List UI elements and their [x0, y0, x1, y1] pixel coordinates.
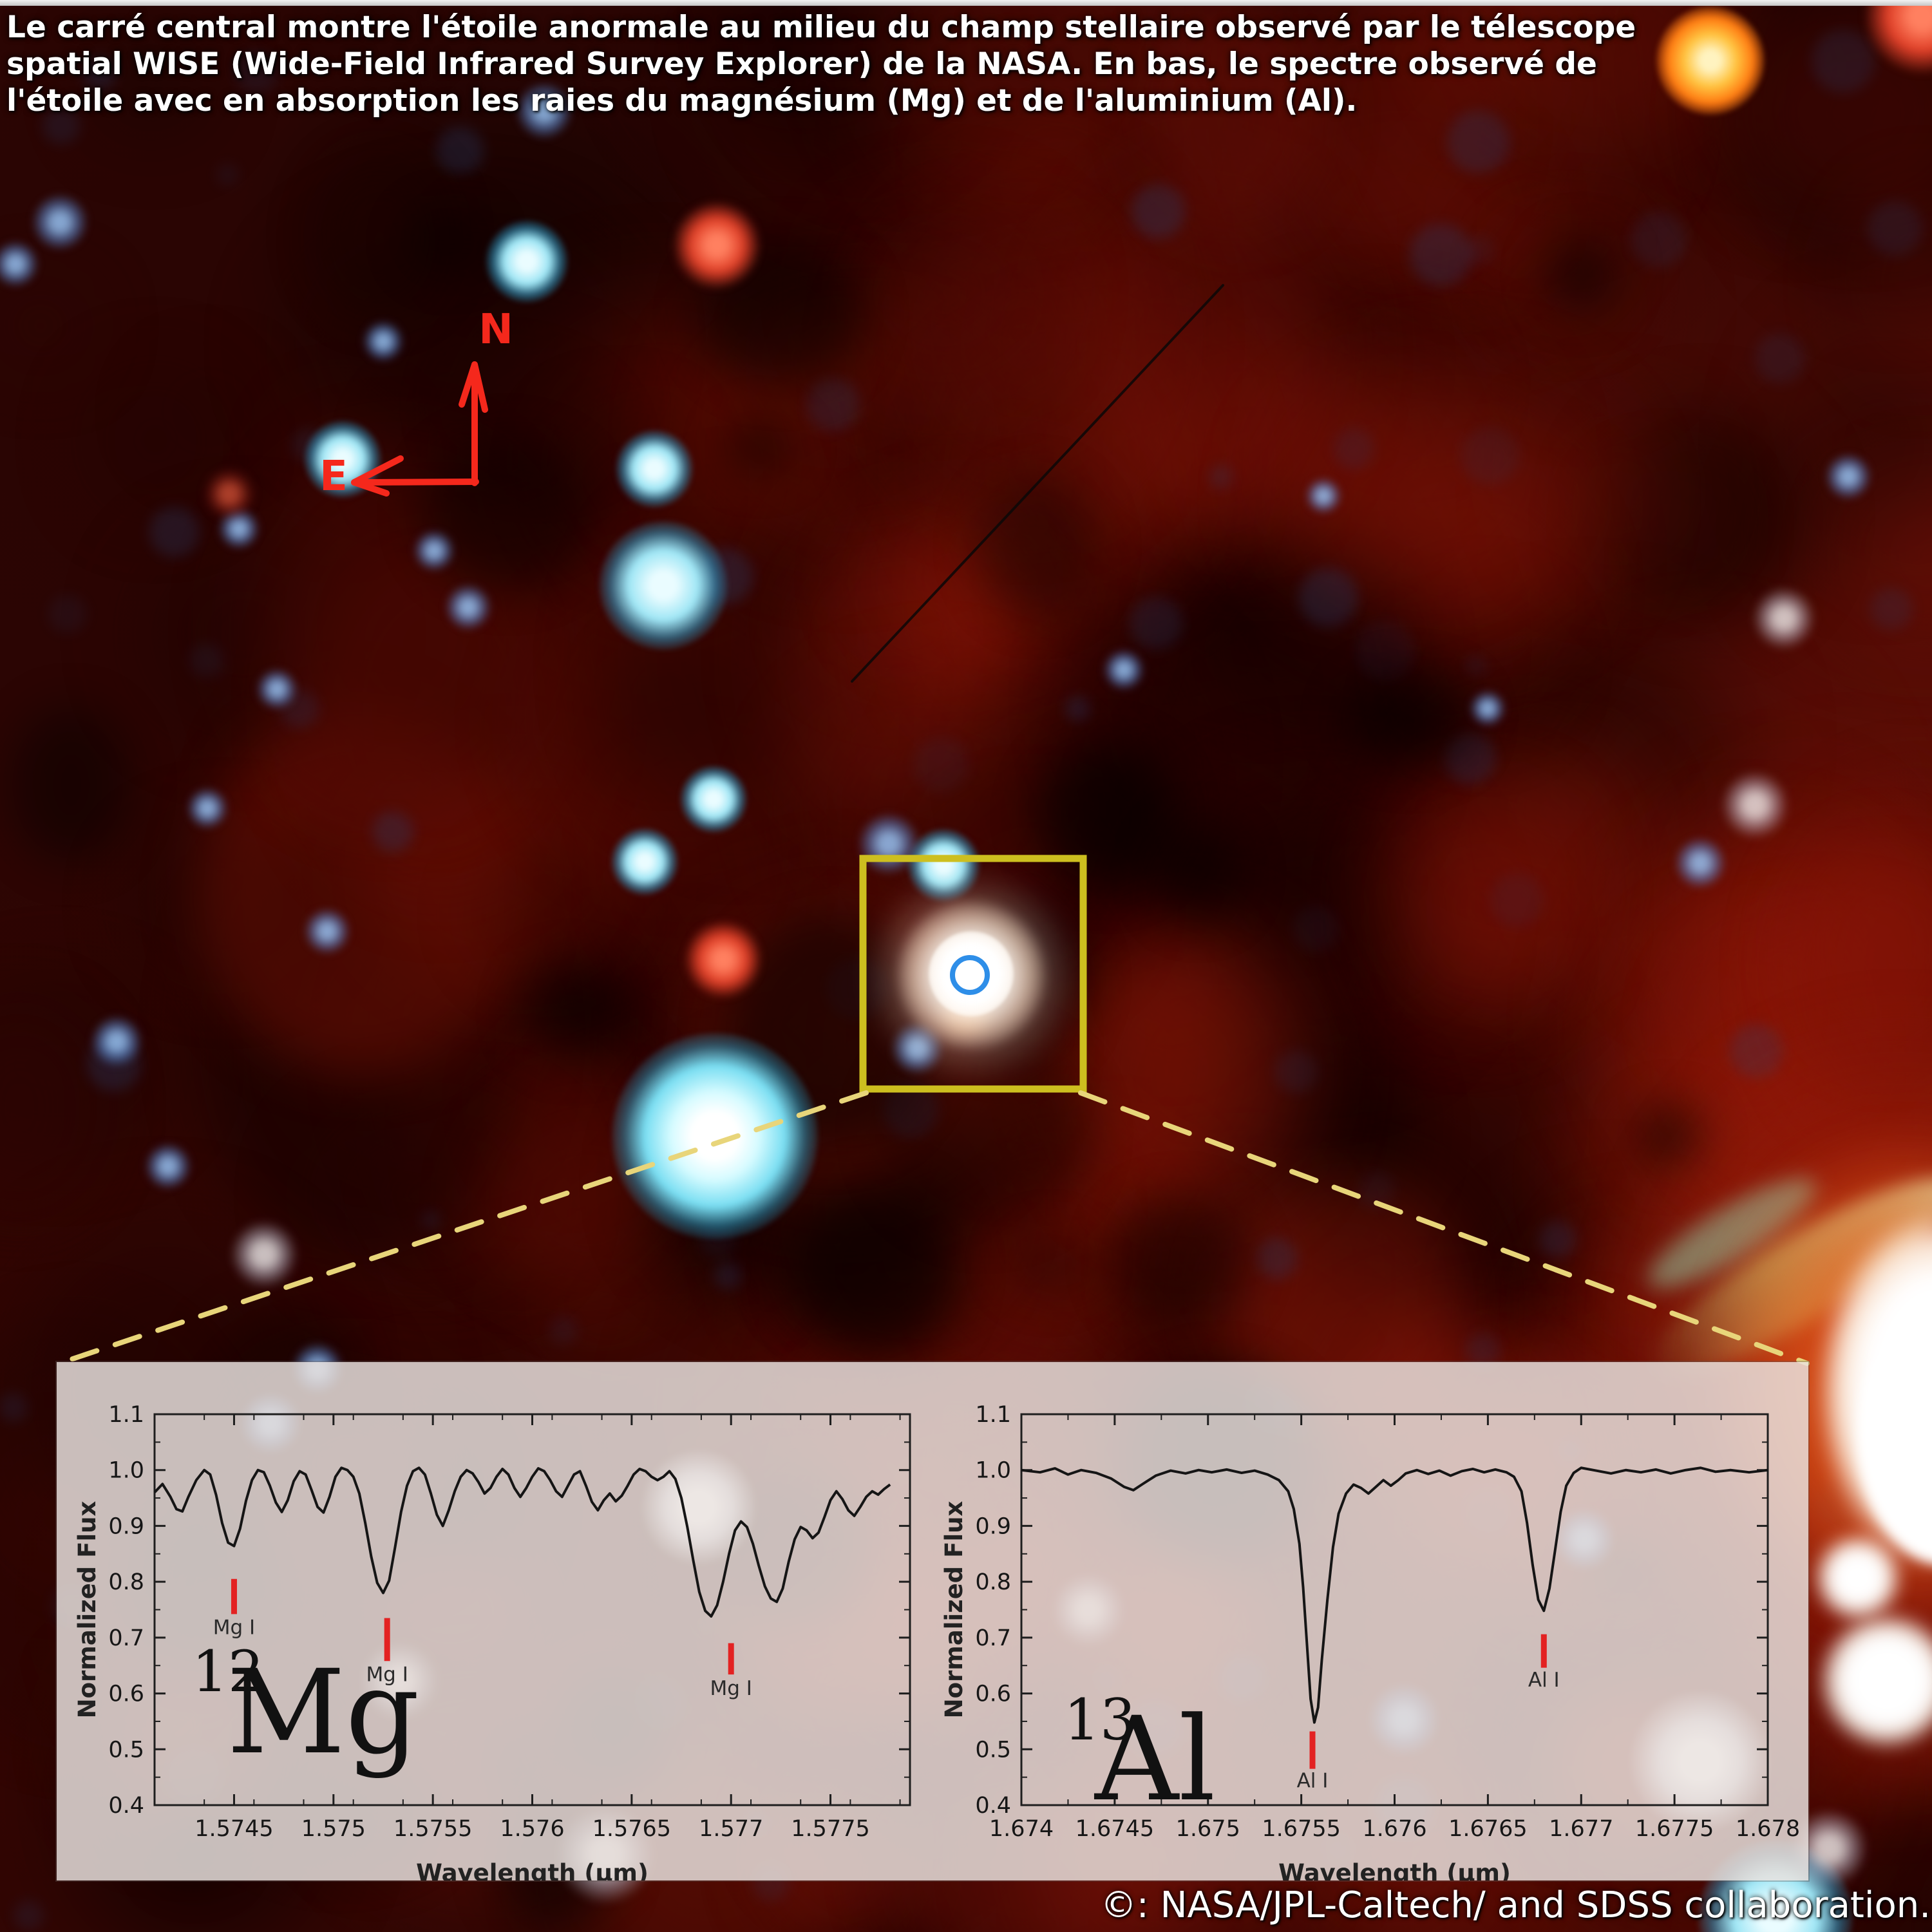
star	[413, 530, 455, 571]
credit-text: ©: NASA/JPL-Caltech/ and SDSS collaborat…	[1100, 1884, 1931, 1926]
spectrum-chart-al: 1.674 1.6745 1.675 1.6755 1.676 1.6765 1.677 1.…	[940, 1402, 1800, 1880]
highlight-square	[859, 855, 1087, 1093]
y-tick-label: 1.0	[975, 1458, 1011, 1484]
star	[145, 1143, 191, 1189]
caption-line-2: spatial WISE (Wide-Field Infrared Survey…	[6, 46, 1597, 82]
target-circle	[950, 955, 990, 995]
top-border-strip	[0, 0, 1932, 6]
compass-east-label: E	[319, 453, 348, 500]
star	[363, 321, 404, 362]
star	[1103, 649, 1144, 690]
x-tick-label: 1.6745	[1075, 1816, 1154, 1842]
absorption-line-label: Al I	[1528, 1669, 1560, 1692]
y-tick-label: 0.7	[975, 1625, 1011, 1651]
y-axis-label: Normalized Flux	[940, 1501, 968, 1719]
caption-line-1: Le carré central montre l'étoile anormal…	[6, 10, 1636, 45]
x-axis-label: Wavelength (μm)	[1278, 1859, 1511, 1880]
y-tick-label: 1.1	[975, 1402, 1011, 1428]
x-tick-label: 1.6775	[1635, 1816, 1714, 1842]
star	[680, 766, 747, 833]
star	[1825, 453, 1871, 500]
x-tick-label: 1.6755	[1262, 1816, 1340, 1842]
absorption-line-label: Mg I	[213, 1616, 255, 1640]
caption: Le carré central montre l'étoile anormal…	[6, 9, 1913, 119]
absorption-line-label: Mg I	[710, 1677, 752, 1700]
zoom-connector-dashed-line-left	[57, 1090, 869, 1366]
compass-east-arrowhead	[351, 479, 390, 497]
caption-line-3: l'étoile avec en absorption les raies du…	[6, 83, 1358, 118]
star	[32, 194, 88, 251]
star	[0, 241, 39, 287]
y-tick-label: 0.5	[975, 1737, 1011, 1763]
y-tick-label: 0.9	[975, 1513, 1011, 1539]
compass-north-arrowhead	[471, 361, 488, 413]
spectra-panel: 1.5745 1.575 1.5755 1.576 1.5765 1.577 1.5775 0…	[57, 1362, 1808, 1880]
star	[673, 202, 761, 289]
star	[445, 584, 491, 630]
x-tick-label: 1.677	[1549, 1816, 1613, 1842]
star	[1753, 587, 1815, 649]
star	[204, 468, 255, 520]
x-tick-label: 1.678	[1736, 1816, 1800, 1842]
x-tick-label: 1.6765	[1448, 1816, 1527, 1842]
compass-east-arrowhead	[351, 455, 404, 486]
star	[611, 828, 678, 895]
x-tick-label: 1.5755	[393, 1816, 472, 1842]
satellite-streak-line	[851, 284, 1224, 683]
x-tick-label: 1.674	[989, 1816, 1054, 1842]
star	[516, 82, 573, 139]
star	[486, 220, 568, 303]
x-tick-label: 1.675	[1176, 1816, 1240, 1842]
isotope-superscript: 13	[1064, 1687, 1136, 1753]
y-tick-label: 0.6	[975, 1681, 1011, 1707]
y-tick-label: 0.4	[975, 1793, 1011, 1819]
zoom-connector-dashed-line-right	[1078, 1090, 1810, 1366]
absorption-line-label: Al I	[1297, 1769, 1329, 1792]
compass-north-label: N	[478, 306, 513, 354]
y-tick-label: 0.8	[975, 1569, 1011, 1595]
compass-north-arrowhead	[459, 361, 478, 408]
y-tick-label: 0.8	[108, 1569, 144, 1595]
isotope-symbol: Al	[1094, 1692, 1216, 1827]
spectrum-line	[1021, 1466, 1768, 1724]
x-tick-label: 1.676	[1362, 1816, 1426, 1842]
